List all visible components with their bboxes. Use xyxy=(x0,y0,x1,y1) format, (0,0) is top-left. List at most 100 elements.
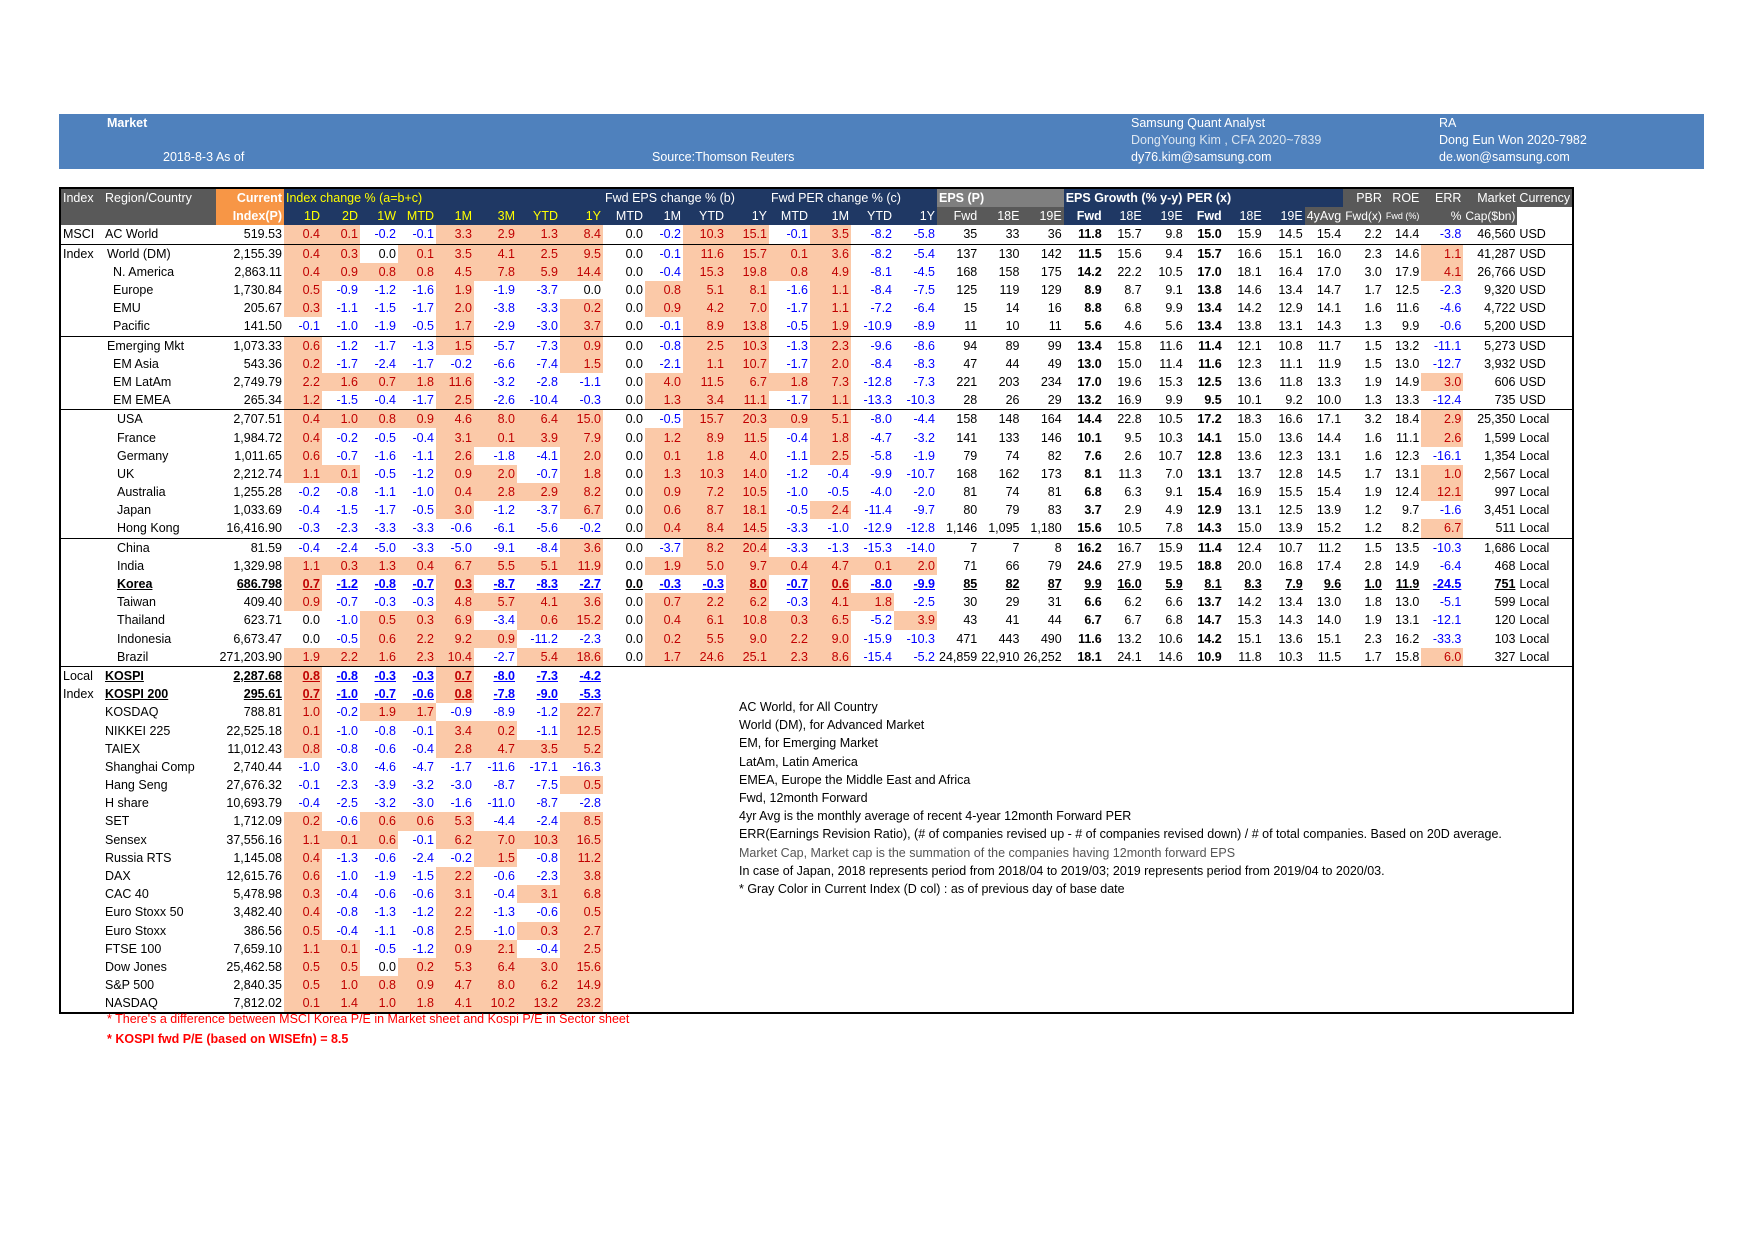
mcap-cell: 26,766 xyxy=(1477,264,1516,279)
row-current: 141.50 xyxy=(243,319,282,334)
eps-cell: 36 xyxy=(1047,227,1062,242)
index-change-cell: 0.2 xyxy=(560,299,603,318)
index-change-cell: -1.7 xyxy=(336,356,358,371)
eps-cell: 1,146 xyxy=(945,521,978,536)
index-change-cell: -0.5 xyxy=(412,319,434,334)
currency-cell: USD xyxy=(1519,283,1546,298)
eps-growth-cell: 10.5 xyxy=(1143,409,1185,429)
eps-growth-cell: 14.4 xyxy=(1063,409,1104,429)
eps-change-cell: 1.1 xyxy=(683,354,726,373)
index-change-cell: 0.8 xyxy=(436,685,474,704)
eps-growth-cell: 6.7 xyxy=(1084,613,1102,628)
index-change-cell: 5.9 xyxy=(517,262,560,281)
per-cell: 11.1 xyxy=(1279,356,1303,371)
eps-change-cell: 1.8 xyxy=(683,446,726,465)
index-change-cell: -1.9 xyxy=(493,283,515,298)
eps-growth-cell: 6.8 xyxy=(1084,485,1102,500)
mcap-cell: 25,350 xyxy=(1463,409,1518,429)
per-cell: 11.5 xyxy=(1317,649,1342,664)
currency-cell: Local xyxy=(1519,649,1550,664)
index-change-cell: 1.2 xyxy=(284,391,322,410)
per-cell: 10.8 xyxy=(1263,335,1305,355)
eps-cell: 175 xyxy=(1040,264,1062,279)
index-change-cell: -1.9 xyxy=(374,319,396,334)
index-change-cell: 1.0 xyxy=(360,994,398,1014)
roe-cell: 11.9 xyxy=(1395,577,1420,592)
col-sub-26: Fwd(x) xyxy=(1343,207,1384,226)
index-change-cell: 3.0 xyxy=(436,501,474,520)
per-change-cell: 4.7 xyxy=(810,556,851,575)
table-row: N. America 2,863.11 0.4 0.9 0.8 0.8 4.5 7.8 5.9 1… xyxy=(60,262,1573,281)
eps-growth-cell: 13.4 xyxy=(1063,335,1104,355)
table-row: DAX 12,615.76 0.6 -1.0 -1.9 -1.5 2.2 -0.6 -2.3 3.… xyxy=(60,866,1573,886)
eps-growth-cell: 9.9 xyxy=(1165,301,1183,316)
roe-cell: 12.5 xyxy=(1395,283,1420,298)
index-change-cell: 0.4 xyxy=(398,556,436,575)
per-cell: 13.9 xyxy=(1316,503,1342,518)
per-cell: 13.4 xyxy=(1278,283,1303,298)
eps-change-cell: 1.2 xyxy=(645,428,683,447)
index-change-cell: 0.4 xyxy=(284,848,322,867)
eps-change-cell: 0.0 xyxy=(625,595,643,610)
table-row: NASDAQ 7,812.02 0.1 1.4 1.0 1.8 4.1 10.2 13.2 23.… xyxy=(60,994,1573,1014)
pbr-cell: 1.6 xyxy=(1364,430,1382,445)
index-change-cell: 0.3 xyxy=(284,885,322,904)
col-sub-16: Fwd xyxy=(937,207,980,226)
eps-cell: 443 xyxy=(998,631,1020,646)
index-change-cell: -0.7 xyxy=(536,466,558,481)
index-change-cell: 0.6 xyxy=(284,446,322,465)
table-row: Hong Kong 16,416.90 -0.3 -2.3 -3.3 -3.3 -0.6 -6… xyxy=(60,519,1573,539)
per-cell: 13.9 xyxy=(1278,521,1303,536)
index-change-cell: -2.4 xyxy=(412,850,434,865)
index-change-cell: -0.1 xyxy=(412,723,434,738)
table-row: EMU 205.67 0.3 -1.1 -1.5 -1.7 2.0 -3.8 -3.3 0.2 0.… xyxy=(60,299,1573,318)
index-change-cell: -1.2 xyxy=(336,577,358,592)
note-line: In case of Japan, 2018 represents period… xyxy=(739,863,1385,878)
per-change-cell: 5.1 xyxy=(810,409,851,429)
eps-growth-cell: 9.9 xyxy=(1084,577,1102,592)
eps-change-cell: 0.0 xyxy=(625,301,643,316)
index-change-cell: -3.0 xyxy=(336,759,358,774)
row-group xyxy=(60,557,103,575)
empty-cell xyxy=(603,976,1573,994)
per-cell: 15.0 xyxy=(1237,521,1262,536)
index-change-cell: 2.5 xyxy=(517,243,560,263)
eps-change-cell: -0.1 xyxy=(645,243,683,263)
col-sub-29: Cap($bn) xyxy=(1463,207,1518,226)
index-change-cell: -0.2 xyxy=(579,521,601,536)
mcap-cell: 2,567 xyxy=(1484,466,1516,481)
index-change-cell: 8.0 xyxy=(474,409,517,429)
eps-change-cell: 0.0 xyxy=(625,503,643,518)
eps-change-cell: 8.9 xyxy=(683,428,726,447)
col-roe: ROE xyxy=(1383,188,1422,208)
eps-change-cell: 8.0 xyxy=(726,574,769,594)
per-change-cell: -1.0 xyxy=(786,485,808,500)
eps-growth-cell: 3.7 xyxy=(1084,503,1102,518)
eps-growth-cell: 10.5 xyxy=(1117,521,1142,536)
err-cell: 2.9 xyxy=(1421,409,1464,429)
index-change-cell: 0.3 xyxy=(322,556,360,575)
per-change-cell: 2.0 xyxy=(894,556,937,575)
index-change-cell: -0.5 xyxy=(412,503,434,518)
eps-growth-cell: 10.6 xyxy=(1158,631,1183,646)
err-cell: -11.1 xyxy=(1421,335,1464,355)
table-row: Euro Stoxx 386.56 0.5 -0.4 -1.1 -0.8 2.5 -1.0 0.… xyxy=(60,921,1573,940)
per-cell: 17.2 xyxy=(1184,409,1224,429)
index-change-cell: -0.6 xyxy=(374,741,396,756)
index-change-cell: 2.5 xyxy=(560,939,603,958)
index-change-cell: -3.2 xyxy=(412,778,434,793)
mcap-cell: 606 xyxy=(1494,374,1516,389)
per-cell: 8.1 xyxy=(1204,577,1222,592)
per-change-cell: -1.2 xyxy=(786,466,808,481)
per-change-cell: -6.4 xyxy=(913,301,935,316)
roe-cell: 16.2 xyxy=(1395,631,1420,646)
mcap-cell: 3,932 xyxy=(1484,356,1516,371)
index-change-cell: -2.8 xyxy=(579,796,601,811)
per-cell: 11.4 xyxy=(1184,335,1224,355)
eps-growth-cell: 11.6 xyxy=(1143,335,1185,355)
index-change-cell: 6.7 xyxy=(436,556,474,575)
index-change-cell: -8.9 xyxy=(493,705,515,720)
index-change-cell: 11.2 xyxy=(560,848,603,867)
eps-change-cell: 0.0 xyxy=(603,335,645,355)
index-change-cell: -0.6 xyxy=(374,887,396,902)
